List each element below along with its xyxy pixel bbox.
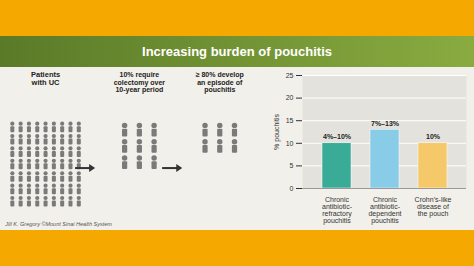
svg-text:4%–10%: 4%–10% [323, 133, 352, 140]
svg-text:≥ 80% developan episode ofpouc: ≥ 80% developan episode ofpouchitis [196, 71, 244, 94]
svg-text:Chronicantibiotic-refractorypo: Chronicantibiotic-refractorypouchitis [322, 196, 353, 225]
svg-text:0: 0 [290, 185, 294, 192]
svg-text:Chronicantibiotic-dependentpou: Chronicantibiotic-dependentpouchitis [368, 196, 401, 225]
svg-text:Jill K. Gregory ©Mount Sinai H: Jill K. Gregory ©Mount Sinai Health Syst… [4, 221, 112, 227]
svg-text:25: 25 [286, 72, 294, 79]
svg-text:10: 10 [286, 140, 294, 147]
svg-text:10%: 10% [426, 133, 441, 140]
svg-text:Crohn’s-likedisease ofthe pouc: Crohn’s-likedisease ofthe pouch [415, 196, 452, 218]
svg-text:Patientswith UC: Patientswith UC [31, 70, 61, 87]
html-text:Increasing burden of pouchitis: Increasing burden of pouchitis [142, 44, 332, 59]
svg-text:7%–13%: 7%–13% [371, 120, 400, 127]
svg-text:20: 20 [286, 94, 294, 101]
svg-text:10% requirecolectomy over10-ye: 10% requirecolectomy over10-year period [114, 71, 166, 94]
svg-text:15: 15 [286, 117, 294, 124]
svg-text:% pouchitis: % pouchitis [273, 114, 281, 150]
svg-text:5: 5 [290, 162, 294, 169]
